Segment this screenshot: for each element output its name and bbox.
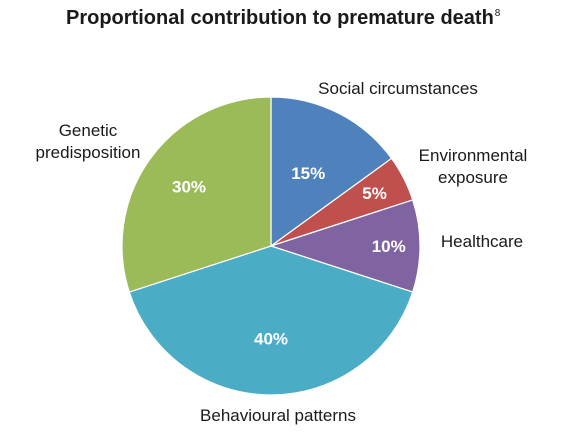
pie-slice-genetic-predisposition <box>121 96 272 293</box>
pie-category-label-healthcare: Healthcare <box>441 232 523 251</box>
pie-value-label-behavioural-patterns: 40% <box>254 329 288 348</box>
pie-category-labels: Social circumstances Environmental exposur… <box>36 79 528 425</box>
chart-title: Proportional contribution to premature d… <box>66 7 501 29</box>
pie-category-label-behavioural-patterns: Behavioural patterns <box>200 406 356 425</box>
pie-value-label-social-circumstances: 15% <box>291 164 325 183</box>
pie-category-label-environmental-exposure: Environmental exposure <box>419 146 528 187</box>
pie-category-label-social-circumstances: Social circumstances <box>318 79 478 98</box>
pie-category-label-genetic-predisposition: Genetic predisposition <box>36 121 141 162</box>
pie-value-label-genetic-predisposition: 30% <box>172 177 206 196</box>
chart-title-superscript: 8 <box>495 8 501 19</box>
pie-slice-healthcare <box>269 199 421 293</box>
pie-value-label-environmental-exposure: 5% <box>362 184 387 203</box>
pie-slice-social-circumstances <box>270 96 393 248</box>
pie-slice-behavioural-patterns <box>128 245 414 396</box>
pie-value-labels: 15% 5% 10% 40% 30% <box>172 164 406 348</box>
pie-slices <box>121 96 421 396</box>
pie-value-label-healthcare: 10% <box>372 237 406 256</box>
